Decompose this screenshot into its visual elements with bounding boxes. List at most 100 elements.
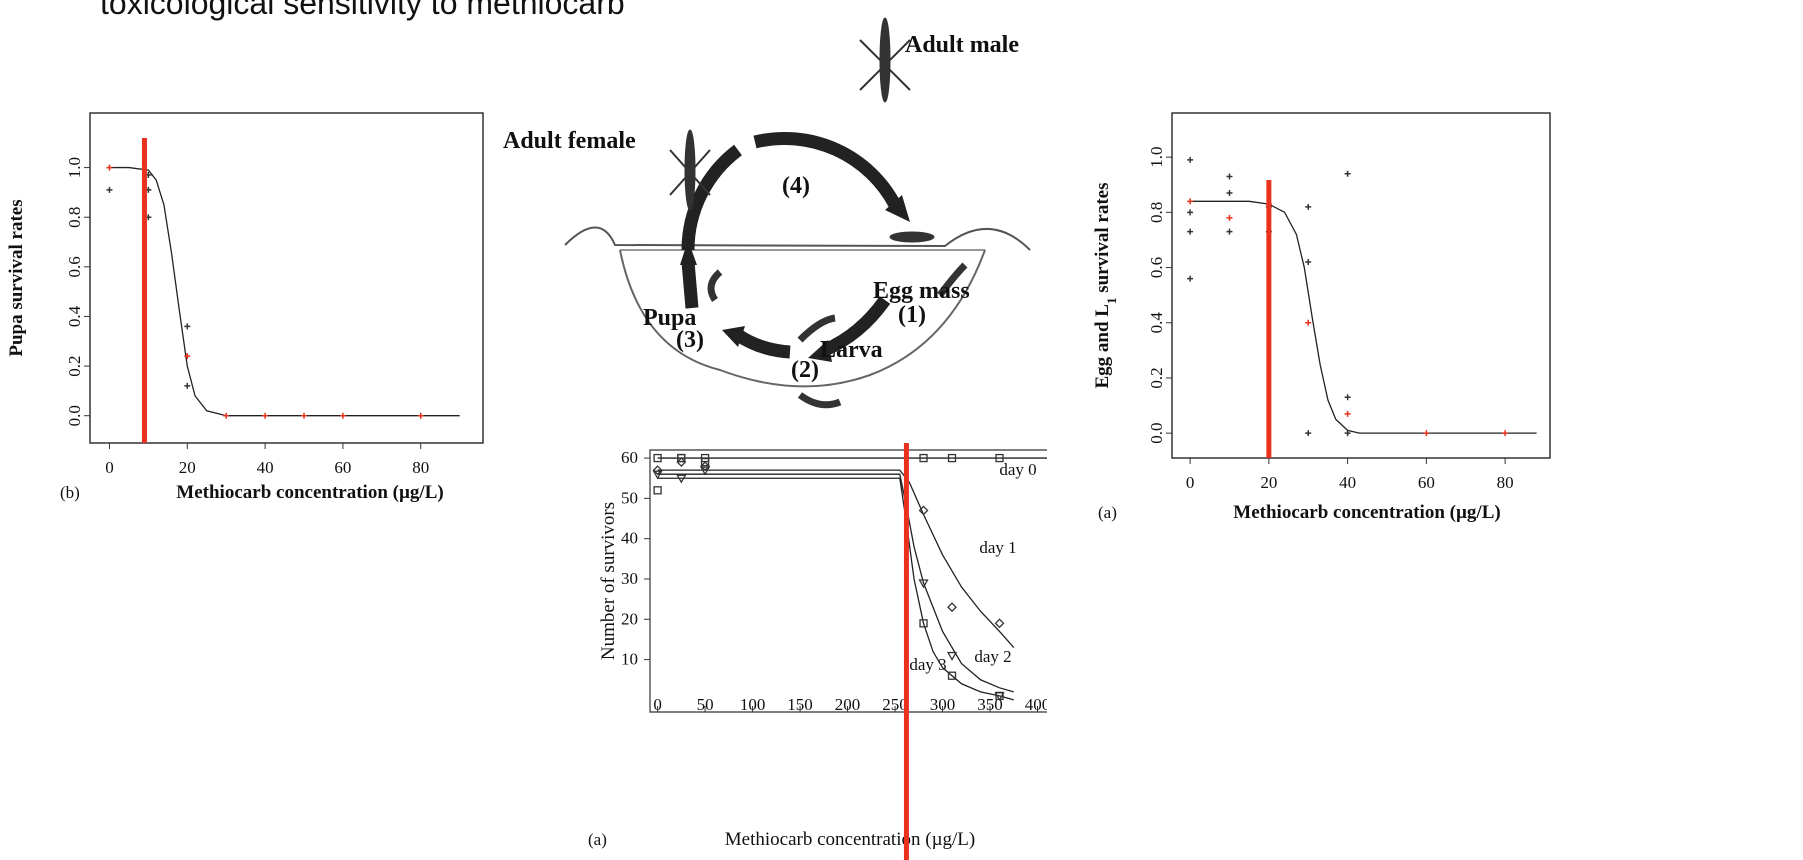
data-point: [262, 412, 269, 419]
data-point: [994, 618, 1005, 629]
y-tick-label: 0.0: [65, 405, 84, 426]
curve-label: day 0: [999, 460, 1036, 479]
data-point: [184, 353, 191, 360]
y-tick-label: 10: [621, 650, 638, 669]
data-point: [339, 412, 346, 419]
x-tick-label: 0: [653, 695, 662, 714]
data-point: [947, 602, 957, 613]
y-tick-label: 20: [621, 609, 638, 628]
y-tick-label: 0.2: [1147, 367, 1166, 388]
x-tick-label: 60: [1418, 473, 1435, 492]
label-step-1: (1): [898, 302, 926, 328]
data-point: [919, 453, 928, 463]
charts: 0 20 40 60 80 0.0 0.2 0.4 0.6 0.8 1.0 Pupa survival…: [6, 112, 1551, 860]
label-adult-female: Adult female: [503, 128, 636, 154]
axis-frame: [649, 449, 1047, 713]
y-tick-label: 60: [621, 448, 638, 467]
x-tick-label: 40: [1339, 473, 1356, 492]
x-tick-label: 300: [930, 695, 956, 714]
data-point: [995, 453, 1004, 463]
data-point: [1305, 319, 1312, 326]
data-point: [918, 579, 929, 589]
data-point: [106, 164, 113, 171]
y-axis-label-part: Egg and L: [1092, 304, 1113, 388]
y-tick-label: 0.0: [1147, 423, 1166, 444]
data-point: [1305, 259, 1312, 266]
panel-label: (b): [60, 483, 80, 502]
data-point: [700, 457, 710, 467]
axis-frame: [1171, 112, 1551, 459]
data-point: [676, 474, 687, 484]
y-tick-label: 0.4: [1147, 312, 1166, 334]
data-point: [1344, 430, 1351, 437]
data-point: [1187, 228, 1194, 235]
fit-line: [657, 473, 1014, 693]
y-tick-label: 0.8: [65, 207, 84, 228]
y-tick-label: 30: [621, 569, 638, 588]
life-cycle-diagram: Adult male Adult female (4) Egg mass (1)…: [503, 17, 1031, 409]
label-pupa: Pupa: [643, 305, 696, 331]
data-point: [652, 465, 663, 476]
axis-frame: [89, 112, 484, 444]
y-axis-label: Pupa survival rates: [6, 199, 27, 356]
label-step-4: (4): [782, 173, 810, 199]
data-point: [947, 453, 957, 463]
x-tick-label: 400: [1025, 695, 1051, 714]
fit-line: [1190, 200, 1537, 434]
data-point: [1423, 430, 1430, 437]
data-point: [1344, 170, 1351, 177]
curve-label: day 1: [979, 538, 1016, 557]
data-point: [1187, 198, 1194, 205]
y-tick-label: 0.6: [1147, 257, 1166, 278]
x-tick-label: 0: [1186, 473, 1195, 492]
data-point: [417, 412, 424, 419]
data-point: [652, 470, 663, 480]
y-axis-label-part: Pupa survival rates: [6, 199, 27, 356]
data-point: [1502, 430, 1509, 437]
x-tick-label: 80: [412, 458, 429, 477]
label-step-2: (2): [791, 357, 819, 383]
y-tick-label: 0.8: [1147, 202, 1166, 223]
x-tick-label: 20: [179, 458, 196, 477]
data-point: [1226, 228, 1233, 235]
y-axis-label-part: 1: [1104, 298, 1119, 305]
fit-line: [657, 469, 1015, 648]
chart: 0 20 40 60 80 0.0 0.2 0.4 0.6 0.8 1.0: [65, 112, 484, 477]
data-point: [1305, 203, 1312, 210]
data-point: [1187, 209, 1194, 216]
y-axis-label-part: Number of survivors: [598, 502, 619, 660]
x-tick-label: 250: [882, 695, 908, 714]
y-tick-label: 0.4: [65, 305, 84, 327]
label-egg-mass: Egg mass: [873, 278, 970, 304]
y-tick-label: 1.0: [65, 157, 84, 178]
y-axis-label: Number of survivors: [598, 502, 619, 660]
fit-line: [657, 477, 1014, 701]
y-tick-label: 0.2: [65, 355, 84, 376]
x-tick-label: 0: [105, 458, 114, 477]
data-point: [184, 323, 191, 330]
fit-line: [109, 166, 460, 417]
label-larva: Larva: [820, 337, 883, 363]
x-axis-label: Methiocarb concentration (µg/L): [725, 829, 975, 850]
data-point: [1226, 190, 1233, 197]
data-point: [699, 466, 711, 476]
data-point: [1226, 173, 1233, 180]
chart: 0 50 100 150 200 250 300 350 400102030405060day …: [621, 448, 1051, 714]
y-axis-label-part: survival rates: [1092, 182, 1113, 297]
slide-title: toxicological sensitivity to methiocarb: [100, 0, 625, 21]
data-point: [677, 453, 686, 463]
label-adult-male: Adult male: [905, 32, 1019, 58]
data-point: [223, 412, 230, 419]
label-step-3: (3): [676, 327, 704, 353]
y-axis-label: Egg and L1 survival rates: [1092, 182, 1119, 388]
data-point: [946, 651, 958, 661]
y-tick-label: 1.0: [1147, 147, 1166, 168]
data-point: [1187, 156, 1194, 163]
y-tick-label: 40: [621, 529, 638, 548]
x-tick-label: 150: [787, 695, 813, 714]
data-point: [918, 505, 929, 516]
data-point: [1226, 214, 1233, 221]
curve-label: day 2: [974, 647, 1011, 666]
x-tick-label: 20: [1260, 473, 1277, 492]
data-point: [1305, 430, 1312, 437]
